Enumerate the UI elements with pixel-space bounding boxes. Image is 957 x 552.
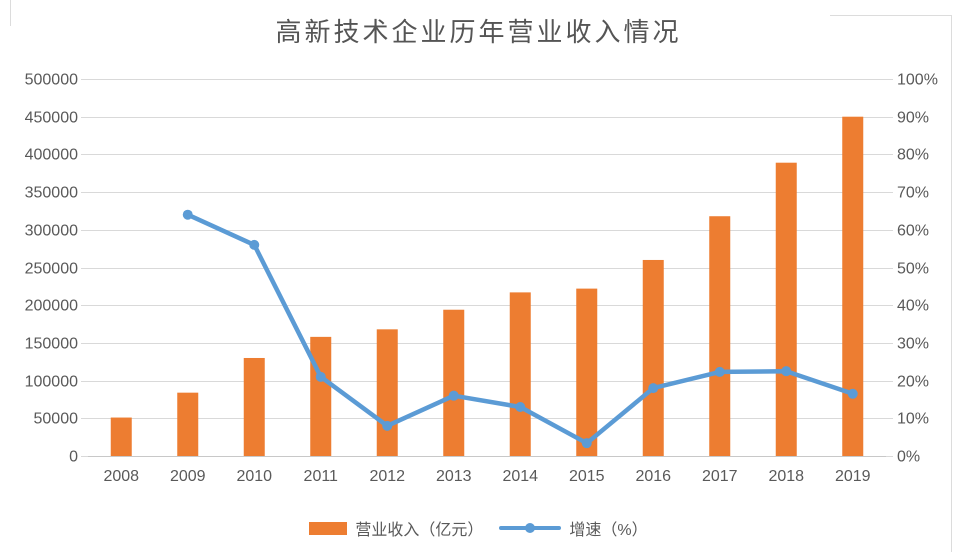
right-axis-tick-label: 50% [897,261,929,278]
x-axis-tick-label: 2014 [502,468,538,485]
x-axis-tick-label: 2010 [236,468,272,485]
right-axis-tick-label: 100% [897,72,938,89]
bar-2018 [775,162,797,456]
left-axis-tick-label: 100000 [25,374,78,391]
x-axis-tick-label: 2009 [170,468,206,485]
right-axis-tick-label: 70% [897,185,929,202]
left-axis-tick-label: 150000 [25,336,78,353]
right-axis-tick-label: 90% [897,110,929,127]
line-point-2016 [648,383,659,394]
x-axis-tick-label: 2019 [835,468,871,485]
line-point-2018 [781,366,792,377]
left-axis-tick-label: 300000 [25,223,78,240]
line-point-2013 [448,390,459,401]
left-axis-tick-label: 250000 [25,261,78,278]
x-axis-tick-label: 2008 [103,468,139,485]
legend-item-revenue: 营业收入（亿元） [309,516,483,540]
legend-revenue-label: 营业收入（亿元） [355,522,484,539]
right-axis-tick-label: 10% [897,411,929,428]
growth-line-series [182,209,858,449]
left-axis-tick-label: 400000 [25,147,78,164]
spreadsheet-gridline-top [830,15,951,16]
left-axis-tick-label: 50000 [34,411,79,428]
x-axis-tick-label: 2015 [569,468,605,485]
x-axis-tick-label: 2016 [635,468,671,485]
x-axis-tick-label: 2017 [702,468,738,485]
bar-2013 [443,309,465,456]
line-point-2014 [515,401,526,412]
bar-2015 [576,288,598,456]
revenue-bar-swatch-icon [309,521,348,535]
x-axis-tick-label: 2012 [369,468,405,485]
chart-title: 高新技术企业历年营业收入情况 [275,18,682,47]
left-axis-tick-label: 0 [69,449,78,466]
line-point-2011 [315,371,326,382]
line-point-2017 [714,366,725,377]
bar-2019 [842,116,864,456]
spreadsheet-gridline-topleft [10,0,11,26]
left-axis-tick-label: 350000 [25,185,78,202]
left-axis-tick-label: 450000 [25,110,78,127]
line-point-2019 [847,388,858,399]
revenue-bar-series [110,116,864,456]
growth-line-swatch-icon [499,522,562,534]
legend-item-growth: 增速（%） [499,516,648,540]
legend-growth-label: 增速（%） [569,522,648,539]
x-axis-tick-label: 2011 [304,468,339,485]
bar-2016 [642,259,664,456]
right-axis-tick-label: 20% [897,374,929,391]
bar-2011 [310,336,332,456]
right-axis-tick-label: 30% [897,336,929,353]
line-point-2010 [249,239,260,250]
right-axis-tick-label: 60% [897,223,929,240]
left-axis-tick-label: 200000 [25,298,78,315]
bar-2014 [509,292,531,456]
line-point-2009 [182,209,193,220]
line-point-2012 [382,420,393,431]
x-axis-tick-label: 2013 [436,468,472,485]
bar-2012 [376,329,398,456]
bar-2017 [709,216,731,456]
bar-2010 [243,357,265,456]
left-axis-tick-label: 500000 [25,72,78,89]
right-axis-tick-label: 40% [897,298,929,315]
chart-legend[interactable]: 营业收入（亿元） 增速（%） [0,515,957,541]
right-axis-tick-label: 80% [897,147,929,164]
bar-2008 [110,417,132,456]
bar-2009 [177,392,199,456]
axis-labels: 0 0% 50000 10% 100000 20% 150000 30% 200000 40% 25… [25,72,938,486]
x-axis-tick-label: 2018 [768,468,804,485]
line-point-2015 [581,438,592,449]
right-axis-tick-label: 0% [897,449,920,466]
spreadsheet-gridline-right [951,15,952,552]
